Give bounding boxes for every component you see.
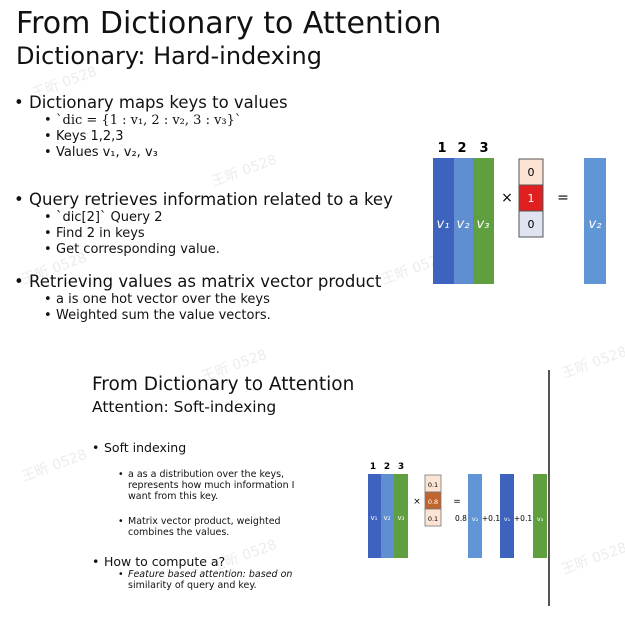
inset-bullet-list: Soft indexing a as a distribution over t… xyxy=(92,440,294,591)
value-column-v3 xyxy=(394,474,408,558)
equals-sign: = xyxy=(453,497,461,507)
column-header: 1 xyxy=(370,462,376,472)
inset-slide: From Dictionary to Attention Attention: … xyxy=(82,368,552,608)
bullet-item: Soft indexing xyxy=(92,440,294,455)
bullet-item: How to compute a? xyxy=(92,554,294,569)
inset-title: From Dictionary to Attention xyxy=(92,374,355,395)
sub-bullet-item: Keys 1,2,3 xyxy=(14,129,434,145)
result-label: v₂ xyxy=(589,217,602,232)
inset-matrix-vector-diagram: 1 2 3 v₁ v₂ v₃ × 0.1 0.8 0.1 = 0.8 v₂ +0… xyxy=(368,462,547,558)
vector-value: 0.1 xyxy=(428,515,438,523)
sub-bullet-item: Get corresponding value. xyxy=(14,242,434,258)
matrix-label: v₃ xyxy=(477,217,490,232)
sub-bullet-item: Weighted sum the value vectors. xyxy=(14,308,434,324)
vector-value: 1 xyxy=(528,192,535,205)
watermark: 王昕 0528 xyxy=(559,343,625,383)
watermark: 王昕 0528 xyxy=(559,539,625,579)
result-column xyxy=(584,158,606,284)
value-column-v1 xyxy=(433,158,454,284)
vector-value: 0.8 xyxy=(428,498,438,506)
divider-line xyxy=(548,370,550,606)
column-header: 2 xyxy=(384,462,390,472)
bullet-item: Query retrieves information related to a… xyxy=(14,189,434,210)
slide-subtitle: Dictionary: Hard-indexing xyxy=(16,42,322,70)
result-column-v3 xyxy=(533,474,547,558)
result-label: v₂ xyxy=(472,515,479,523)
times-sign: × xyxy=(413,497,421,507)
result-column-v2 xyxy=(468,474,482,558)
value-column-v1 xyxy=(368,474,381,558)
matrix-vector-diagram: 1 2 3 v₁ v₂ v₃ × 0 1 0 = v₂ xyxy=(433,141,606,284)
sub-bullet-item: a is one hot vector over the keys xyxy=(14,292,434,308)
sub-bullet-item: Values v₁, v₂, v₃ xyxy=(14,145,434,161)
result-column-v1 xyxy=(500,474,514,558)
column-header: 3 xyxy=(398,462,404,472)
weight-term: 0.8 xyxy=(455,514,467,523)
vector-cell xyxy=(518,210,544,238)
equals-sign: = xyxy=(557,190,569,206)
result-label: v₃ xyxy=(537,515,544,523)
column-header: 1 xyxy=(437,141,446,156)
sub-bullet-item: Find 2 in keys xyxy=(14,226,434,242)
value-column-v2 xyxy=(381,474,394,558)
vector-value: 0 xyxy=(528,166,535,179)
vector-value: 0 xyxy=(528,218,535,231)
bullet-list: Dictionary maps keys to values `dic = {1… xyxy=(14,92,434,324)
sub-bullet-continuation: combines the values. xyxy=(128,527,230,538)
bullet-item: Dictionary maps keys to values xyxy=(14,92,434,113)
sub-bullet-continuation: similarity of query and key. xyxy=(128,580,257,591)
sub-bullet-item: Matrix vector product, weighted xyxy=(92,516,294,527)
matrix-label: v₃ xyxy=(398,514,405,522)
matrix-label: v₂ xyxy=(457,217,470,232)
sub-bullet-item: `dic[2]` Query 2 xyxy=(14,210,434,226)
sub-bullet-item: a as a distribution over the keys, xyxy=(92,469,294,480)
sub-bullet-continuation: represents how much information I xyxy=(128,480,295,491)
column-header: 2 xyxy=(457,141,466,156)
bullet-item: Retrieving values as matrix vector produ… xyxy=(14,271,434,292)
slide-title: From Dictionary to Attention xyxy=(16,6,442,41)
vector-cell xyxy=(518,158,544,186)
value-column-v2 xyxy=(454,158,473,284)
value-column-v3 xyxy=(473,158,494,284)
sub-bullet-item: `dic = {1 : v₁, 2 : v₂, 3 : v₃}` xyxy=(14,113,434,129)
sub-bullet-item: Feature based attention: based on xyxy=(92,569,294,580)
column-header: 3 xyxy=(479,141,488,156)
vector-value: 0.1 xyxy=(428,481,438,489)
watermark: 王昕 0528 xyxy=(19,446,90,486)
times-sign: × xyxy=(501,190,513,206)
result-label: v₁ xyxy=(504,515,511,523)
matrix-label: v₂ xyxy=(384,514,391,522)
weight-term: +0.1 xyxy=(514,514,532,523)
matrix-label: v₁ xyxy=(371,514,378,522)
vector-cell xyxy=(424,508,442,527)
matrix-label: v₁ xyxy=(437,217,450,232)
sub-bullet-continuation: want from this key. xyxy=(128,491,219,502)
inset-subtitle: Attention: Soft-indexing xyxy=(92,398,277,416)
weight-term: +0.1 xyxy=(482,514,500,523)
